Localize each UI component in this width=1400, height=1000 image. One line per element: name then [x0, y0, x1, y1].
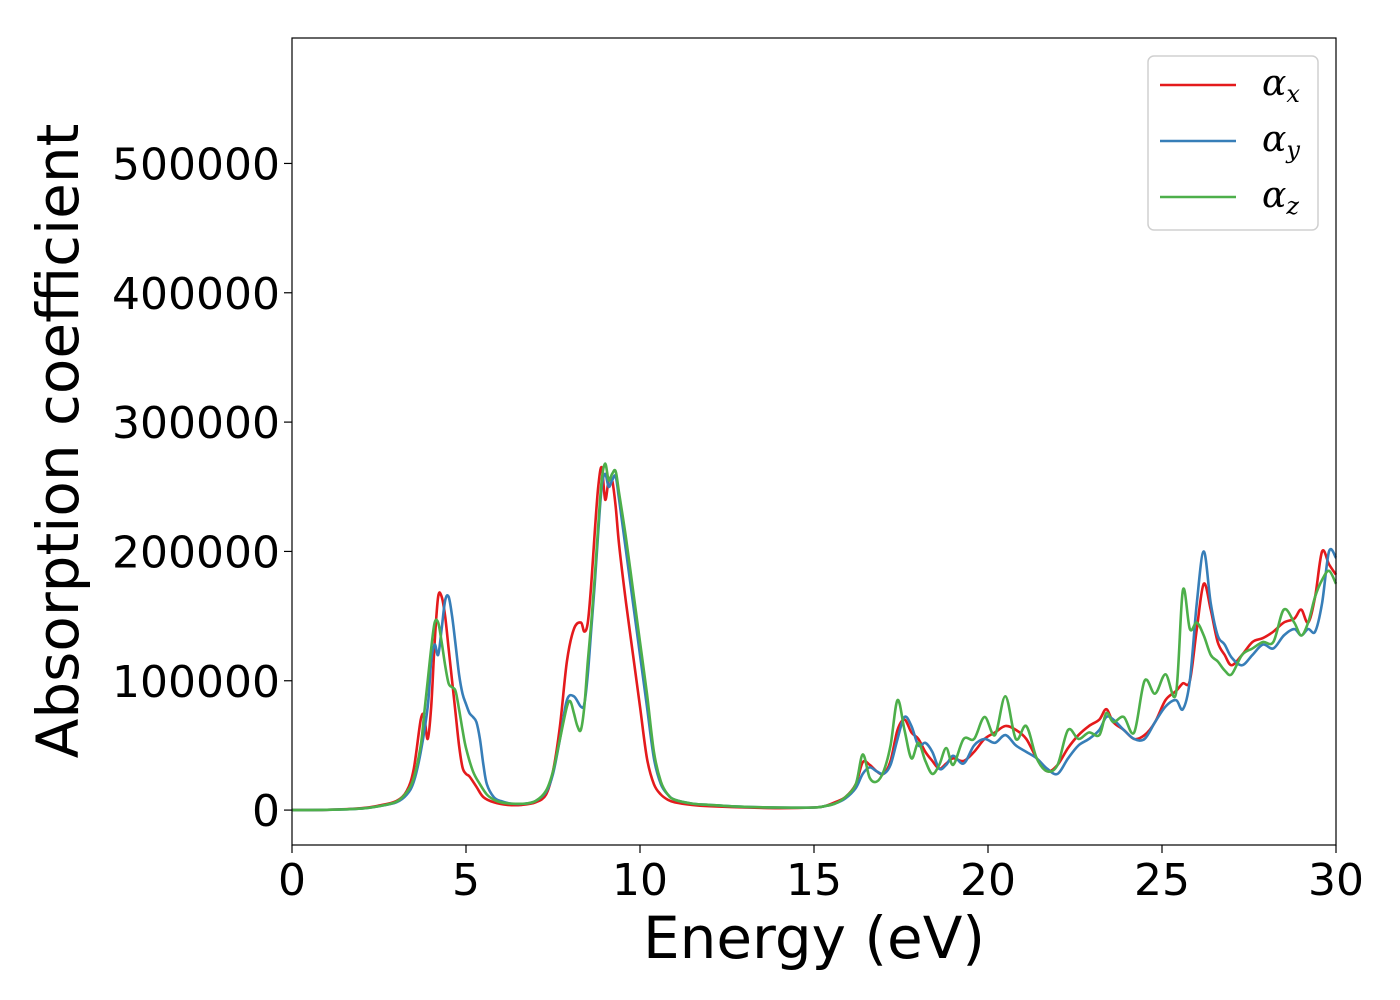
- legend: αx αy αz: [1147, 55, 1319, 231]
- x-tick-label: 15: [786, 855, 842, 906]
- legend-box: [1147, 55, 1319, 231]
- y-tick-label: 300000: [112, 398, 280, 449]
- y-tick-label: 200000: [112, 527, 280, 578]
- x-tick-label: 30: [1308, 855, 1364, 906]
- x-axis-ticks: 0 5 10 15 20 25 30: [278, 845, 1364, 906]
- x-tick-label: 20: [960, 855, 1016, 906]
- series-line-z: [291, 462, 1338, 812]
- series-layer: [291, 462, 1338, 812]
- y-tick-label: 400000: [112, 269, 280, 320]
- legend-label-x: αx: [1262, 63, 1300, 108]
- legend-items: αx αy αz: [1160, 63, 1300, 220]
- x-axis-title: Energy (eV): [643, 904, 985, 972]
- x-tick-label: 10: [612, 855, 668, 906]
- legend-label-y: αy: [1262, 119, 1300, 164]
- y-tick-label: 0: [252, 786, 280, 837]
- x-tick-label: 0: [278, 855, 306, 906]
- y-axis-title: Absorption coefficient: [24, 124, 92, 759]
- x-tick-label: 25: [1134, 855, 1190, 906]
- legend-label-z: αz: [1262, 175, 1299, 220]
- y-axis-ticks: 0 100000 200000 300000 400000 500000: [112, 139, 292, 837]
- y-tick-label: 500000: [112, 139, 280, 190]
- y-tick-label: 100000: [112, 657, 280, 708]
- x-tick-label: 5: [452, 855, 480, 906]
